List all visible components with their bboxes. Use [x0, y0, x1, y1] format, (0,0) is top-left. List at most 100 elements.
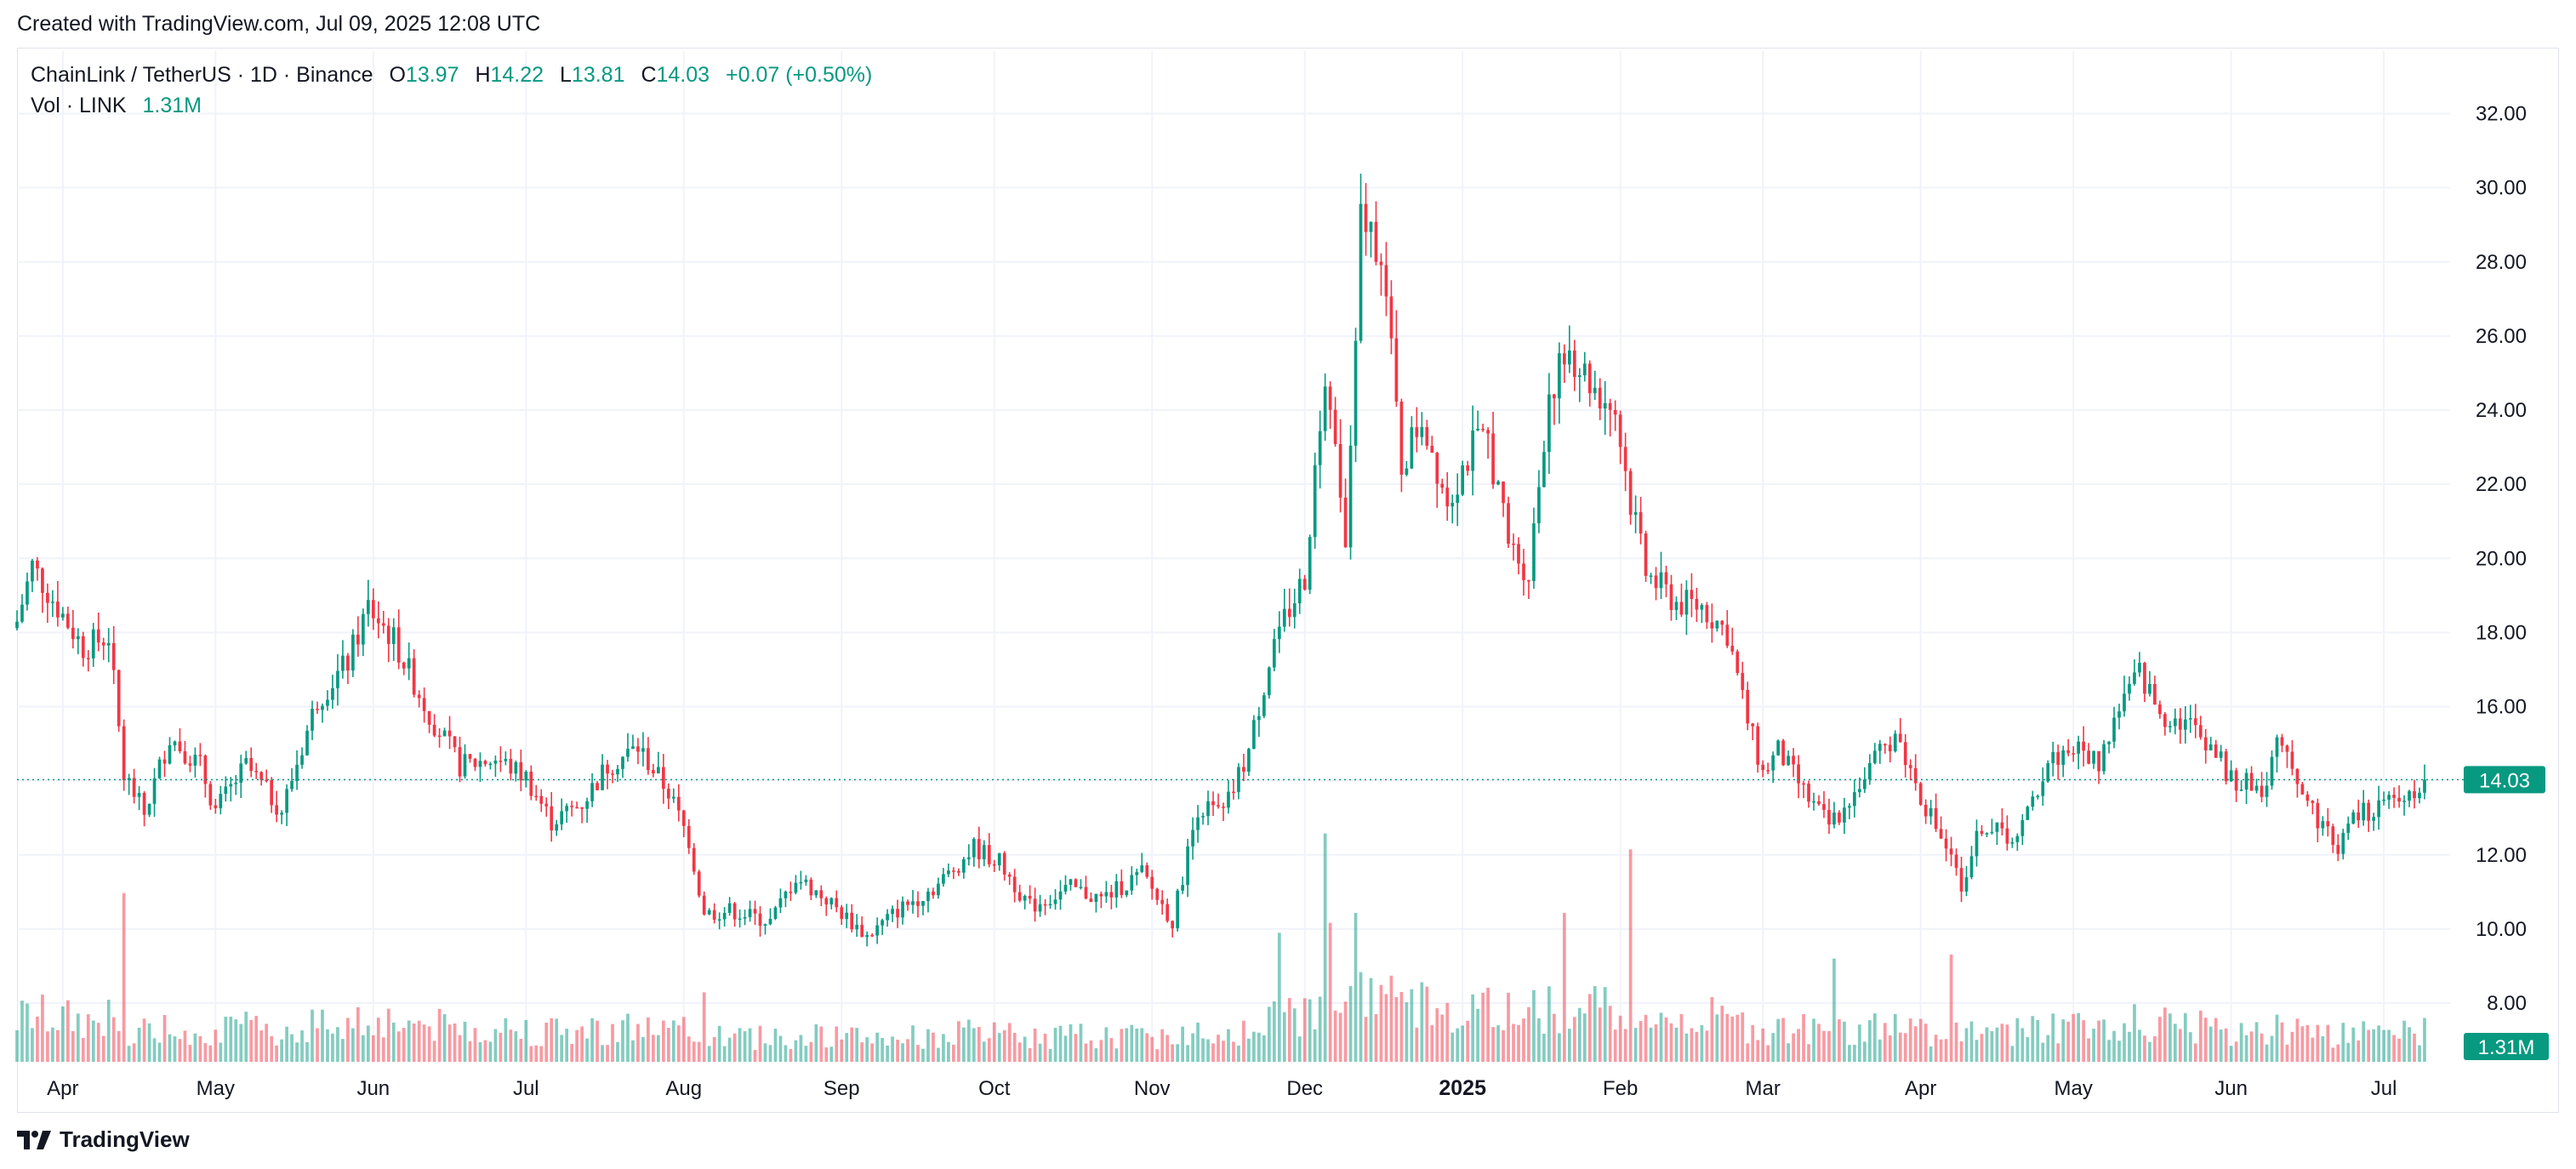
volume-bar: [1297, 1036, 1302, 1062]
volume-bar: [1664, 1017, 1668, 1062]
volume-bar: [712, 1036, 716, 1062]
volume-bar: [91, 1020, 95, 1062]
volume-bar: [1710, 996, 1714, 1062]
volume-bar: [2082, 1020, 2085, 1062]
candle-body: [1282, 608, 1286, 627]
candle-body: [966, 857, 971, 859]
candle-body: [544, 803, 549, 807]
volume-bar: [814, 1024, 818, 1062]
legend-symbol[interactable]: ChainLink / TetherUS · 1D · Binance: [31, 63, 373, 87]
candle-body: [2168, 726, 2172, 727]
candle-body: [2224, 751, 2228, 782]
candle-body: [270, 779, 274, 806]
volume-bar: [234, 1019, 238, 1062]
candle-body: [280, 813, 283, 815]
legend-change: +0.07 (+0.50%): [726, 63, 873, 87]
candle-body: [1369, 221, 1373, 232]
candle-body: [2051, 752, 2055, 764]
volume-bar: [529, 1046, 533, 1062]
price-chart[interactable]: 8.0010.0012.0014.0016.0018.0020.0022.002…: [0, 0, 2576, 1123]
volume-bar: [1537, 1018, 1541, 1062]
candle-body: [681, 810, 686, 826]
volume-bar: [1608, 1006, 1612, 1062]
volume-bar: [2087, 1038, 2090, 1062]
volume-bar: [127, 1046, 131, 1062]
candle-body: [1267, 667, 1271, 696]
candle-body: [488, 763, 493, 766]
volume-bar: [652, 1035, 655, 1062]
volume-bar: [71, 1030, 75, 1062]
legend-open-value: 13.97: [405, 63, 459, 87]
candle-body: [1792, 756, 1795, 765]
volume-bar: [1079, 1024, 1083, 1062]
volume-bar: [911, 1025, 915, 1062]
candle-body: [1918, 783, 1923, 805]
y-axis[interactable]: 8.0010.0012.0014.0016.0018.0020.0022.002…: [2476, 103, 2527, 1015]
volume-bar: [1491, 1027, 1495, 1062]
candle-body: [1410, 427, 1414, 469]
volume-bar: [647, 1017, 650, 1062]
volume-bar: [1771, 1033, 1775, 1062]
candle-body: [2123, 693, 2126, 712]
volume-bar: [932, 1032, 935, 1062]
volume-bar: [2219, 1029, 2223, 1062]
candle-body: [1872, 750, 1877, 763]
candle-body: [1858, 789, 1861, 793]
x-tick-label: Dec: [1286, 1077, 1323, 1100]
candle-body: [20, 604, 24, 622]
volume-bar: [916, 1045, 920, 1062]
candle-body: [1084, 887, 1088, 899]
candle-body: [51, 602, 54, 603]
volume-bar: [2203, 1018, 2208, 1062]
candle-body: [2082, 741, 2085, 751]
tradingview-logo[interactable]: TradingView: [17, 1126, 190, 1153]
volume-bar: [2148, 1041, 2151, 1062]
candle-body: [1456, 494, 1460, 504]
candle-body: [356, 634, 360, 645]
volume-bar: [2153, 1035, 2157, 1062]
candle-body: [961, 858, 966, 873]
y-tick-label: 30.00: [2476, 177, 2527, 200]
volume-bar: [1964, 1028, 1969, 1062]
candle-body: [1944, 838, 1948, 849]
candle-body: [2112, 717, 2116, 742]
candle-body: [1980, 830, 1984, 835]
volume-bar: [896, 1039, 899, 1062]
candle-body: [208, 784, 213, 806]
candle-body: [2061, 750, 2066, 766]
volume-bar: [758, 1025, 762, 1062]
candle-body: [881, 920, 884, 926]
volume-bar: [509, 1029, 513, 1062]
candle-body: [1181, 885, 1184, 891]
x-axis[interactable]: Apr May Jun Jul Aug Sep Oct Nov Dec 2025 Feb Mar Apr…: [47, 1076, 2396, 1100]
last-volume-tag-text: 1.31M: [2478, 1036, 2535, 1059]
volume-bar: [1410, 989, 1414, 1062]
candle-body: [60, 613, 65, 618]
candle-body: [814, 890, 818, 896]
candle-body: [1776, 740, 1781, 756]
volume-bar: [778, 1035, 783, 1062]
volume-bar: [1033, 1028, 1037, 1062]
candle-body: [2260, 785, 2264, 797]
candle-body: [763, 924, 767, 927]
legend-volume-label[interactable]: Vol · LINK: [31, 94, 127, 117]
volume-bar: [1466, 1020, 1470, 1062]
candle-body: [437, 735, 442, 738]
volume-bar: [891, 1036, 894, 1062]
candle-body: [1247, 749, 1251, 772]
candle-body: [1939, 829, 1943, 839]
candle-body: [702, 895, 706, 915]
candle-body: [473, 758, 477, 767]
volume-bar: [259, 1030, 264, 1062]
candle-body: [1838, 813, 1841, 823]
candle-body: [758, 913, 762, 927]
volume-bar: [1705, 1030, 1709, 1062]
candle-body: [1191, 830, 1194, 847]
candle-body: [1354, 340, 1358, 446]
legend-open-label: O: [389, 63, 406, 87]
candle-body: [417, 694, 421, 699]
volume-bar: [1140, 1028, 1144, 1062]
candle-body: [66, 613, 70, 628]
candle-body: [91, 629, 95, 659]
candle-body: [259, 772, 264, 780]
